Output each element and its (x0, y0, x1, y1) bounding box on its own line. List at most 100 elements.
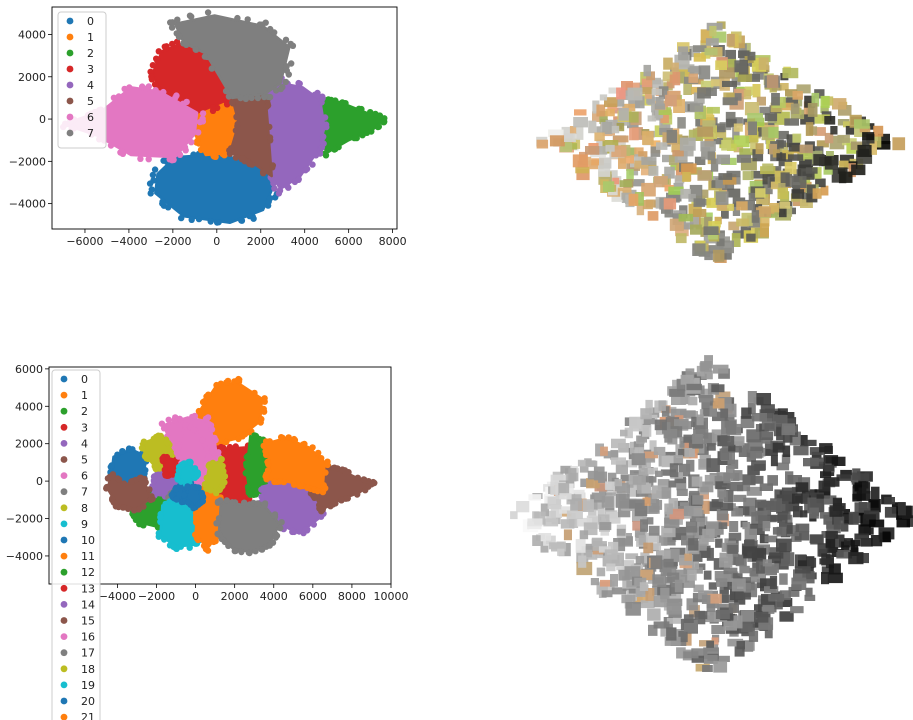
thumbnail-tile (752, 149, 764, 162)
thumbnail-tile (616, 87, 626, 100)
thumbnail-tile (543, 518, 559, 527)
legend-marker (60, 601, 68, 608)
thumbnail-tile (805, 587, 813, 597)
legend-label: 7 (87, 127, 94, 140)
x-tick-label: 4000 (260, 590, 288, 603)
y-tick-label: −2000 (9, 155, 46, 168)
thumbnail-tile (666, 602, 682, 615)
thumbnail-tile (780, 172, 790, 187)
thumbnail-tile (663, 428, 678, 439)
thumbnail-tile (884, 506, 897, 518)
thumbnail-tile (884, 497, 895, 505)
thumbnail-tile (692, 433, 703, 444)
thumbnail-tile (619, 180, 633, 187)
thumbnail-tile (576, 517, 593, 527)
scatter-point (109, 495, 116, 502)
thumbnail-tile (755, 499, 767, 508)
scatter-point (260, 405, 267, 413)
legend-label: 3 (81, 421, 88, 434)
scatter-point (368, 110, 375, 117)
thumbnail-tile (836, 474, 852, 481)
thumbnail-tile (839, 154, 854, 167)
scatter-point (289, 527, 296, 535)
thumbnail-tile (772, 527, 783, 535)
thumbnail-tile (668, 155, 678, 165)
scatter-point (149, 61, 157, 69)
thumbnail-tile (568, 494, 582, 502)
thumbnail-tile (683, 619, 698, 632)
thumbnail-tile (715, 177, 726, 189)
scatter-point (231, 547, 238, 555)
legend-label: 3 (87, 63, 94, 76)
thumbnail-tile (740, 199, 755, 211)
scatter-point (283, 182, 291, 190)
thumbnail-tile (625, 553, 639, 560)
thumbnail-tile (716, 509, 729, 521)
thumbnail-tile (709, 405, 717, 417)
thumbnail-tile (722, 442, 735, 453)
scatter-point (295, 79, 302, 87)
scatter-point (277, 524, 284, 532)
thumbnail-tile (854, 119, 870, 129)
thumbnail-tile (809, 507, 819, 519)
scatter-point (297, 483, 304, 490)
thumbnail-tile (776, 462, 790, 471)
scatter-point (205, 462, 213, 470)
scatter-point (199, 437, 206, 444)
thumbnail-tile (712, 31, 727, 43)
thumbnail-tile (716, 238, 725, 247)
y-tick-label: 6000 (15, 363, 43, 376)
thumbnail-tile (754, 463, 766, 471)
thumbnail-tile (856, 473, 870, 482)
thumbnail-tile (616, 493, 630, 508)
thumbnail-tile (640, 552, 650, 564)
thumbnail-tile (801, 489, 818, 499)
thumbnail-tile (736, 201, 748, 211)
thumbnail-tile (608, 87, 621, 94)
thumbnail-tile (743, 497, 757, 507)
scatter-point (258, 493, 265, 500)
thumbnail-tile (712, 411, 728, 422)
thumbnail-tile (669, 463, 679, 478)
scatter-point (238, 217, 245, 224)
thumbnail-tile (701, 594, 711, 604)
scatter-point (210, 538, 217, 546)
scatter-point (276, 187, 284, 194)
legend-label: 6 (81, 470, 88, 483)
thumbnail-tile (645, 588, 655, 601)
thumbnail-tile (841, 541, 850, 552)
thumbnail-tile (661, 406, 670, 417)
thumbnail-tile (625, 602, 641, 616)
scatter-point (213, 381, 220, 389)
thumbnail-tile (649, 440, 657, 454)
thumbnail-tile (738, 50, 750, 58)
thumbnail-tile (848, 552, 864, 565)
thumbnail-tile (830, 126, 838, 135)
thumbnail-tile (678, 46, 689, 61)
thumbnail-tile (779, 83, 789, 91)
thumbnail-tile (813, 154, 825, 166)
thumbnail-tile (605, 144, 615, 152)
thumbnail-tile (606, 512, 621, 524)
scatter-point (149, 171, 157, 179)
scatter-point (220, 468, 227, 475)
scatter-point (214, 530, 221, 538)
thumbnail-tile (777, 187, 788, 200)
thumbnail-tile (603, 181, 615, 192)
thumbnail-tile (793, 506, 803, 518)
thumbnail-tile (809, 447, 826, 455)
legend-marker (60, 697, 68, 705)
scatter-point (222, 87, 230, 95)
thumbnail-tile (710, 79, 721, 87)
thumbnail-tile (668, 186, 684, 195)
scatter-point (191, 412, 198, 420)
thumbnail-tile (698, 489, 709, 500)
thumbnail-tile (752, 562, 760, 572)
scatter-point (202, 545, 210, 553)
thumbnail-tile (658, 107, 672, 115)
scatter-point (126, 84, 133, 91)
thumbnail-tile (862, 139, 871, 146)
scatter-point (368, 481, 375, 488)
thumbnail-tile (749, 131, 759, 143)
